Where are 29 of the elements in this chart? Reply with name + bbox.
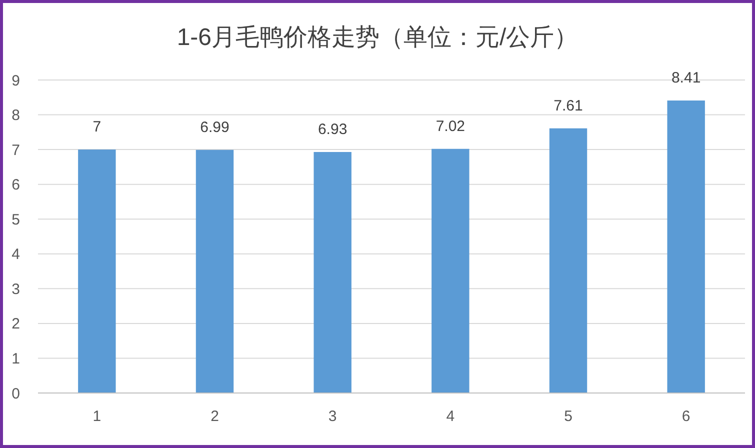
data-label: 8.41: [671, 70, 701, 87]
x-tick-label: 6: [682, 408, 690, 425]
bar: [314, 152, 352, 393]
data-label: 7: [92, 118, 102, 136]
y-tick-label: 6: [12, 176, 20, 194]
x-tick-label: 3: [328, 408, 337, 425]
x-tick-label: 2: [210, 408, 219, 425]
chart-title: 1-6月毛鸭价格走势（单位：元/公斤）: [176, 24, 578, 51]
bar: [667, 100, 705, 393]
bar: [549, 128, 588, 393]
data-label: 6.93: [318, 120, 348, 138]
y-tick-label: 2: [12, 316, 20, 333]
y-tick-label: 5: [12, 211, 20, 228]
y-tick-label: 8: [12, 107, 20, 124]
y-tick-label: 0: [12, 385, 20, 402]
data-label: 6.99: [200, 118, 230, 136]
y-tick-label: 3: [12, 280, 20, 298]
bar: [78, 150, 116, 393]
y-tick-label: 9: [12, 72, 20, 90]
bar: [196, 150, 234, 393]
x-tick-label: 1: [92, 408, 102, 425]
y-tick-label: 4: [12, 246, 20, 264]
bar: [432, 148, 470, 393]
data-label: 7.61: [554, 97, 583, 114]
x-tick-label: 5: [564, 408, 572, 425]
x-tick-label: 4: [446, 408, 455, 425]
y-tick-label: 7: [12, 142, 20, 159]
data-label: 7.02: [436, 118, 466, 135]
y-tick-label: 1: [12, 350, 20, 368]
